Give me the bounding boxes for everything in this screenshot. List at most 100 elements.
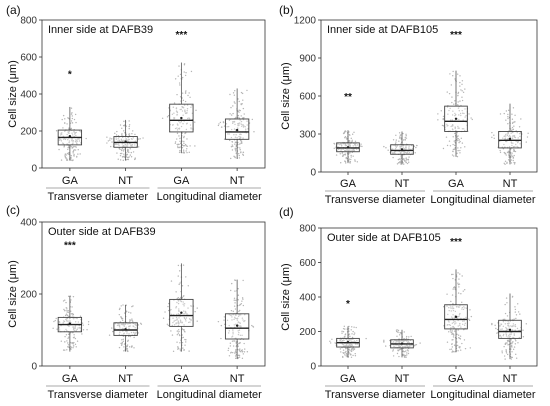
data-point: [339, 339, 341, 342]
data-point: [71, 306, 73, 308]
data-point: [451, 317, 454, 319]
data-point: [233, 134, 235, 136]
data-point: [238, 122, 240, 125]
data-point: [166, 116, 169, 118]
data-point: [400, 163, 402, 165]
data-point: [68, 140, 71, 142]
data-point: [515, 357, 518, 359]
data-point: [516, 131, 518, 134]
data-point: [184, 91, 187, 93]
data-point: [394, 143, 397, 145]
data-point: [442, 115, 445, 118]
data-point: [457, 147, 459, 149]
data-point: [124, 312, 126, 314]
data-point: [397, 158, 400, 161]
data-point: [183, 317, 186, 320]
data-point: [119, 331, 121, 333]
data-point: [461, 99, 464, 102]
data-point: [123, 120, 125, 123]
data-point: [173, 118, 175, 120]
data-point: [229, 113, 231, 115]
data-point: [126, 158, 129, 161]
data-point: [459, 149, 461, 152]
data-point: [228, 332, 230, 334]
data-point: [67, 152, 69, 154]
data-point: [125, 138, 127, 140]
mean-marker: [180, 311, 183, 314]
data-point: [117, 138, 119, 140]
data-point: [457, 325, 459, 327]
panel-label: (d): [279, 205, 294, 219]
data-point: [235, 314, 237, 316]
group-label: Transverse diameter: [325, 194, 426, 206]
data-point: [179, 334, 181, 337]
data-point: [66, 314, 68, 316]
data-point: [398, 140, 400, 142]
data-point: [70, 157, 72, 160]
data-point: [121, 327, 124, 330]
data-point: [442, 147, 445, 150]
data-point: [343, 149, 346, 152]
data-point: [232, 345, 235, 347]
data-point: [514, 311, 517, 313]
data-point: [67, 342, 69, 344]
data-point: [504, 137, 507, 139]
data-point: [78, 130, 81, 132]
data-point: [235, 145, 237, 147]
data-point: [238, 117, 240, 119]
data-point: [118, 346, 121, 349]
data-point: [126, 350, 129, 352]
data-point: [516, 145, 518, 148]
data-point: [242, 304, 245, 307]
data-point: [177, 346, 179, 348]
data-point: [74, 145, 76, 148]
data-point: [440, 110, 442, 112]
data-point: [235, 116, 237, 119]
x-tick-label: NT: [503, 178, 518, 190]
data-point: [182, 295, 184, 297]
data-point: [491, 322, 493, 325]
data-point: [519, 143, 521, 145]
data-point: [512, 325, 514, 327]
data-point: [526, 136, 529, 138]
data-point: [179, 319, 182, 321]
data-point: [453, 330, 456, 332]
data-point: [238, 111, 240, 113]
data-point: [121, 343, 123, 345]
data-point: [176, 114, 179, 116]
data-point: [234, 123, 236, 126]
data-point: [60, 139, 62, 141]
data-point: [118, 144, 120, 146]
data-point: [452, 74, 454, 77]
data-point: [68, 127, 70, 129]
data-point: [348, 149, 350, 151]
significance-marker: **: [344, 92, 352, 103]
data-point: [348, 139, 351, 142]
data-point: [240, 151, 242, 154]
data-point: [180, 108, 182, 111]
data-point: [400, 155, 402, 157]
data-point: [237, 143, 239, 146]
data-point: [124, 323, 126, 325]
data-point: [464, 129, 466, 132]
data-point: [122, 150, 125, 152]
data-point: [350, 156, 352, 158]
data-point: [403, 331, 405, 333]
data-point: [516, 141, 519, 144]
data-point: [351, 149, 353, 151]
data-point: [239, 109, 241, 112]
data-point: [126, 153, 129, 156]
data-point: [241, 103, 243, 105]
data-point: [461, 275, 463, 277]
data-point: [181, 146, 184, 149]
data-point: [242, 151, 245, 154]
mean-marker: [235, 128, 239, 132]
data-point: [456, 136, 458, 138]
data-point: [451, 350, 454, 352]
data-point: [119, 327, 121, 329]
data-point: [74, 132, 76, 135]
data-point: [239, 119, 241, 121]
data-point: [128, 325, 130, 328]
data-point: [517, 311, 520, 313]
data-point: [79, 153, 81, 155]
